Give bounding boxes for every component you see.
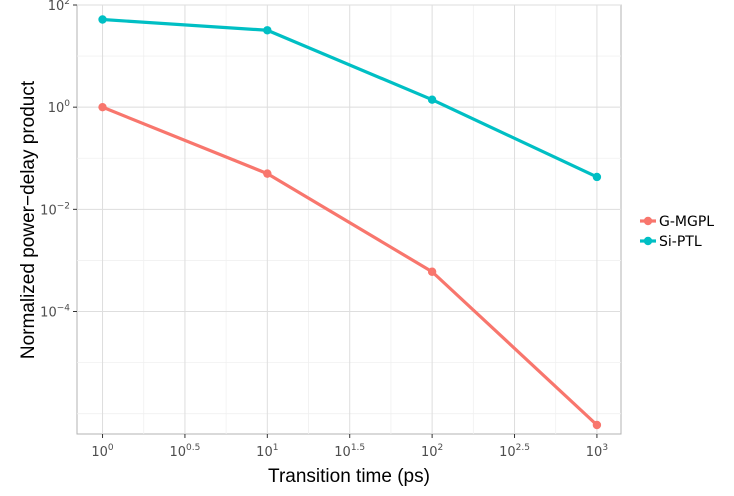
x-axis-title: Transition time (ps) (268, 466, 430, 487)
data-point-si-ptl (427, 95, 437, 104)
legend-label: G-MGPL (659, 214, 714, 230)
data-point-g-mgpl (592, 420, 602, 430)
data-point-g-mgpl (427, 267, 437, 276)
legend-key-point (643, 236, 653, 246)
legend: G-MGPL Si-PTL (640, 214, 714, 250)
data-point-si-ptl (592, 172, 602, 182)
x-tick-label: 101.5 (334, 443, 365, 460)
y-tick-label: 100 (48, 99, 71, 116)
x-tick-label: 101 (256, 443, 278, 460)
x-tick-label: 100 (91, 443, 114, 460)
x-tick-label: 103 (586, 443, 608, 460)
y-tick-label: 102 (48, 0, 70, 14)
data-point-g-mgpl (98, 102, 107, 112)
x-tick-label: 102.5 (499, 443, 530, 460)
data-point-si-ptl (98, 15, 107, 24)
legend-key-point (643, 216, 653, 226)
x-tick-labels: 100 100.5 101 101.5 102 102.5 103 (91, 434, 608, 460)
data-point-g-mgpl (263, 169, 272, 178)
x-tick-label: 100.5 (169, 443, 200, 460)
series-layer (98, 15, 602, 430)
data-point-si-ptl (263, 26, 272, 35)
legend-label: Si-PTL (659, 234, 702, 250)
series-line-g-mgpl (101, 105, 599, 427)
y-tick-label: 10−4 (40, 304, 70, 321)
x-tick-label: 102 (421, 443, 443, 460)
series-line-si-ptl (102, 17, 598, 179)
y-tick-labels: 10−4 10−2 100 102 (40, 0, 77, 321)
y-axis-title: Normalized power−delay product (18, 80, 39, 359)
y-tick-label: 10−2 (40, 201, 70, 218)
grid (77, 4, 621, 434)
